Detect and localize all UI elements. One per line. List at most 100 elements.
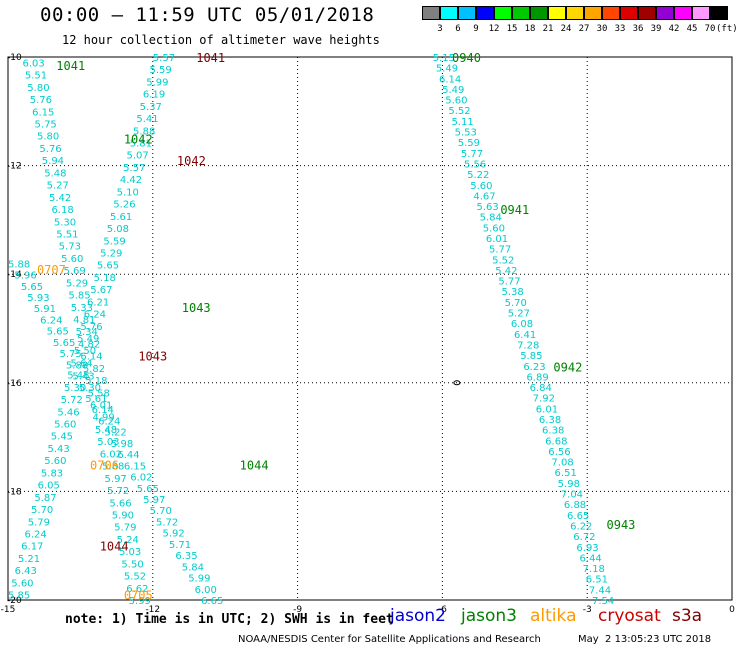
swh-value: 5.48 — [67, 371, 89, 382]
swh-value: 5.75 — [35, 120, 57, 131]
mission-cryosat: cryosat — [598, 606, 661, 626]
swh-value: 6.84 — [530, 383, 552, 394]
swh-value: 7.28 — [517, 340, 539, 351]
swh-value: 6.62 — [126, 584, 148, 595]
swh-value: 5.10 — [117, 187, 139, 198]
lat-tick-label: -18 — [7, 487, 22, 497]
swh-value: 6.01 — [486, 234, 508, 245]
swh-value: 5.49 — [442, 85, 464, 96]
swh-value: 5.65 — [53, 338, 75, 349]
swh-value: 5.71 — [169, 540, 191, 551]
pass-time-label: 0706 — [90, 458, 119, 472]
swh-value: 5.29 — [100, 248, 122, 259]
swh-value: 5.48 — [95, 425, 117, 436]
swh-value: 5.85 — [8, 591, 30, 602]
swh-value: 6.24 — [40, 315, 62, 326]
pass-time-label: 1044 — [240, 458, 269, 472]
legend-tick-label: 15 — [506, 24, 518, 34]
swh-value: 6.17 — [21, 542, 43, 553]
legend-swatch — [458, 6, 476, 20]
swh-value: 5.61 — [110, 212, 132, 223]
legend-tick-label: 6 — [455, 24, 461, 34]
lon-tick-label: 0 — [729, 605, 735, 615]
swh-value: 5.27 — [47, 181, 69, 192]
swh-value: 5.38 — [501, 287, 523, 298]
lon-tick-label: -9 — [293, 605, 302, 615]
mission-jason3: jason3 — [461, 606, 517, 626]
swh-value: 5.93 — [27, 293, 49, 304]
swh-value: 5.03 — [119, 547, 141, 558]
swh-value: 5.27 — [508, 309, 530, 320]
legend-swatch — [638, 6, 656, 20]
swh-value: 5.88 — [66, 360, 88, 371]
legend-tick-label: 12 — [488, 24, 500, 34]
swh-value: 6.65 — [201, 596, 223, 607]
swh-value: 5.41 — [136, 114, 158, 125]
map-subtitle: 12 hour collection of altimeter wave hei… — [62, 33, 380, 47]
legend-swatch — [710, 6, 728, 20]
legend-tick-label: 70 — [704, 24, 716, 34]
swh-value: 5.77 — [461, 149, 483, 160]
swh-value: 5.52 — [492, 255, 514, 266]
swh-value: 5.50 — [121, 559, 143, 570]
swh-value: 5.72 — [61, 395, 83, 406]
swh-value: 5.83 — [41, 468, 63, 479]
swh-value: 5.26 — [113, 200, 135, 211]
legend-swatch — [512, 6, 530, 20]
swh-value: 5.96 — [14, 271, 36, 282]
swh-value: 5.65 — [47, 327, 69, 338]
swh-value: 6.51 — [586, 575, 608, 586]
swh-value: 5.84 — [182, 562, 204, 573]
swh-value: 5.22 — [105, 428, 127, 439]
swh-value: 5.29 — [66, 278, 88, 289]
swh-value: 5.43 — [47, 444, 69, 455]
swh-value: 5.73 — [59, 242, 81, 253]
swh-value: 6.38 — [542, 426, 564, 437]
pass-time-label: 1041 — [196, 51, 225, 65]
mission-s3a: s3a — [672, 606, 703, 626]
pass-time-label: 0941 — [500, 203, 529, 217]
swh-value: 5.59 — [458, 138, 480, 149]
swh-value: 5.60 — [445, 96, 467, 107]
swh-value: 5.56 — [464, 159, 486, 170]
swh-value: 5.81 — [130, 139, 152, 150]
lat-tick-label: -16 — [7, 379, 22, 389]
swh-value: 6.01 — [90, 401, 112, 412]
swh-value: 5.97 — [143, 495, 165, 506]
swh-value: 5.03 — [97, 437, 119, 448]
swh-value: 5.45 — [51, 432, 73, 443]
swh-value: 5.82 — [83, 364, 105, 375]
pass-time-label: 1042 — [124, 132, 153, 146]
swh-value: 5.60 — [61, 254, 83, 265]
swh-value: 5.65 — [137, 484, 159, 495]
swh-value: 5.60 — [483, 223, 505, 234]
swh-value: 5.24 — [117, 535, 139, 546]
legend-tick-label: 3 — [437, 24, 443, 34]
swh-value: 6.14 — [80, 352, 102, 363]
swh-value: 5.30 — [54, 217, 76, 228]
swh-value: 6.51 — [555, 468, 577, 479]
legend-swatch — [692, 6, 710, 20]
pass-time-label: 0942 — [553, 361, 582, 375]
swh-value: 6.05 — [38, 481, 60, 492]
swh-value: 5.87 — [34, 493, 56, 504]
swh-value: 5.30 — [64, 383, 86, 394]
legend-tick-label: 9 — [473, 24, 479, 34]
swh-value: 5.92 — [162, 529, 184, 540]
pass-time-label: 0705 — [124, 589, 153, 603]
swh-value: 5.99 — [129, 596, 151, 607]
swh-value: 5.80 — [37, 132, 59, 143]
legend-tick-label: 30 — [596, 24, 608, 34]
swh-value: 6.19 — [143, 90, 165, 101]
legend-swatch — [602, 6, 620, 20]
swh-value: 6.15 — [124, 461, 146, 472]
swh-value: 5.37 — [140, 102, 162, 113]
swh-value: 5.15 — [433, 53, 455, 64]
swh-value: 5.07 — [126, 151, 148, 162]
legend-tick-label: 45 — [686, 24, 698, 34]
legend-swatch — [674, 6, 692, 20]
swh-value: 4.42 — [120, 175, 142, 186]
lat-tick-label: -12 — [7, 162, 22, 172]
swh-value: 5.64 — [71, 358, 93, 369]
